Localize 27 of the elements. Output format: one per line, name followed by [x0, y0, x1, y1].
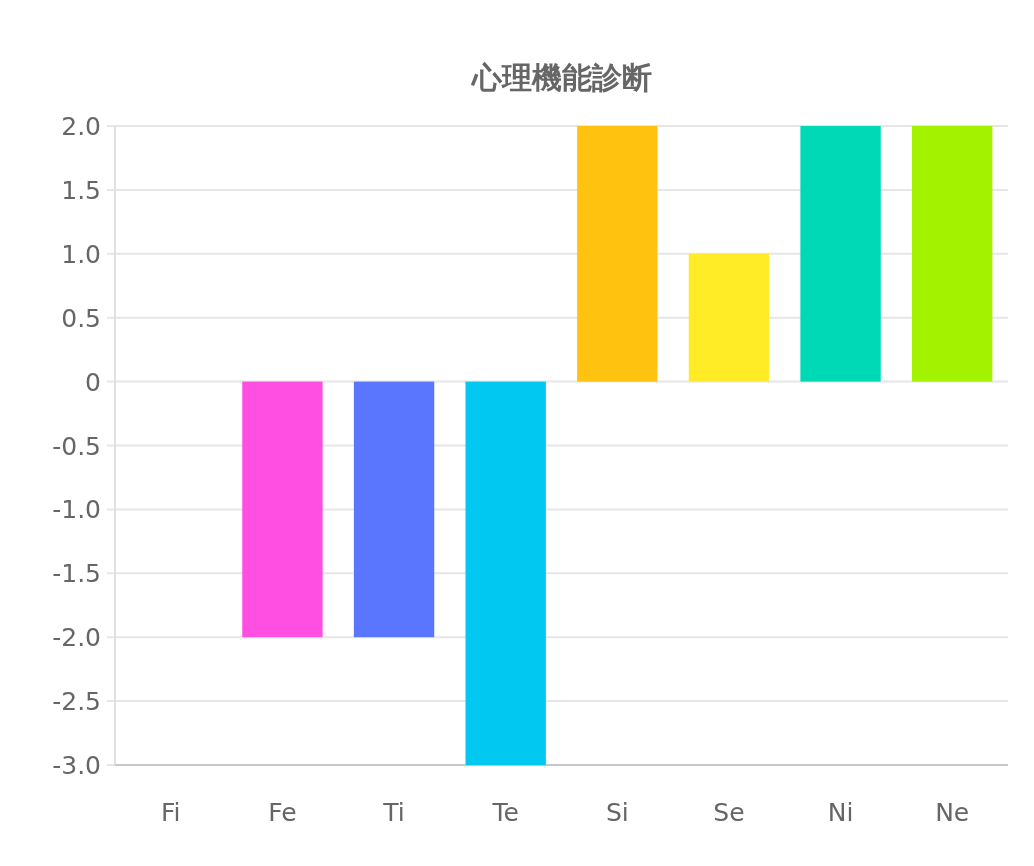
y-tick-label: -0.5	[52, 431, 101, 461]
x-tick-label: Fe	[268, 798, 297, 827]
x-tick-label: Si	[605, 798, 629, 827]
x-tick-label: Ti	[382, 798, 405, 827]
y-tick-label: -3.0	[52, 751, 101, 780]
y-tick-label: 0.5	[61, 303, 101, 333]
bar	[353, 381, 435, 638]
y-tick-label: -2.5	[52, 687, 101, 717]
y-tick-label: -2.0	[52, 623, 101, 653]
y-tick-label: 1.0	[61, 239, 101, 269]
x-tick-label: Fi	[161, 798, 181, 827]
x-tick-label: Te	[491, 798, 519, 827]
y-tick-label: -1.0	[52, 495, 101, 525]
y-tick-label: 2.0	[61, 112, 101, 141]
bar	[800, 126, 881, 382]
x-tick-label: Ni	[827, 798, 854, 827]
bar	[242, 381, 323, 638]
x-tick-label: Se	[713, 798, 745, 827]
bar	[577, 126, 658, 382]
bar	[912, 126, 993, 382]
y-tick-label: 1.5	[61, 175, 101, 205]
y-tick-label: -1.5	[52, 559, 101, 589]
bar	[465, 381, 546, 765]
x-tick-label: Ne	[935, 798, 970, 827]
y-tick-label: 0	[85, 367, 101, 397]
bar	[688, 253, 770, 382]
chart-title: 心理機能診断	[469, 60, 652, 95]
